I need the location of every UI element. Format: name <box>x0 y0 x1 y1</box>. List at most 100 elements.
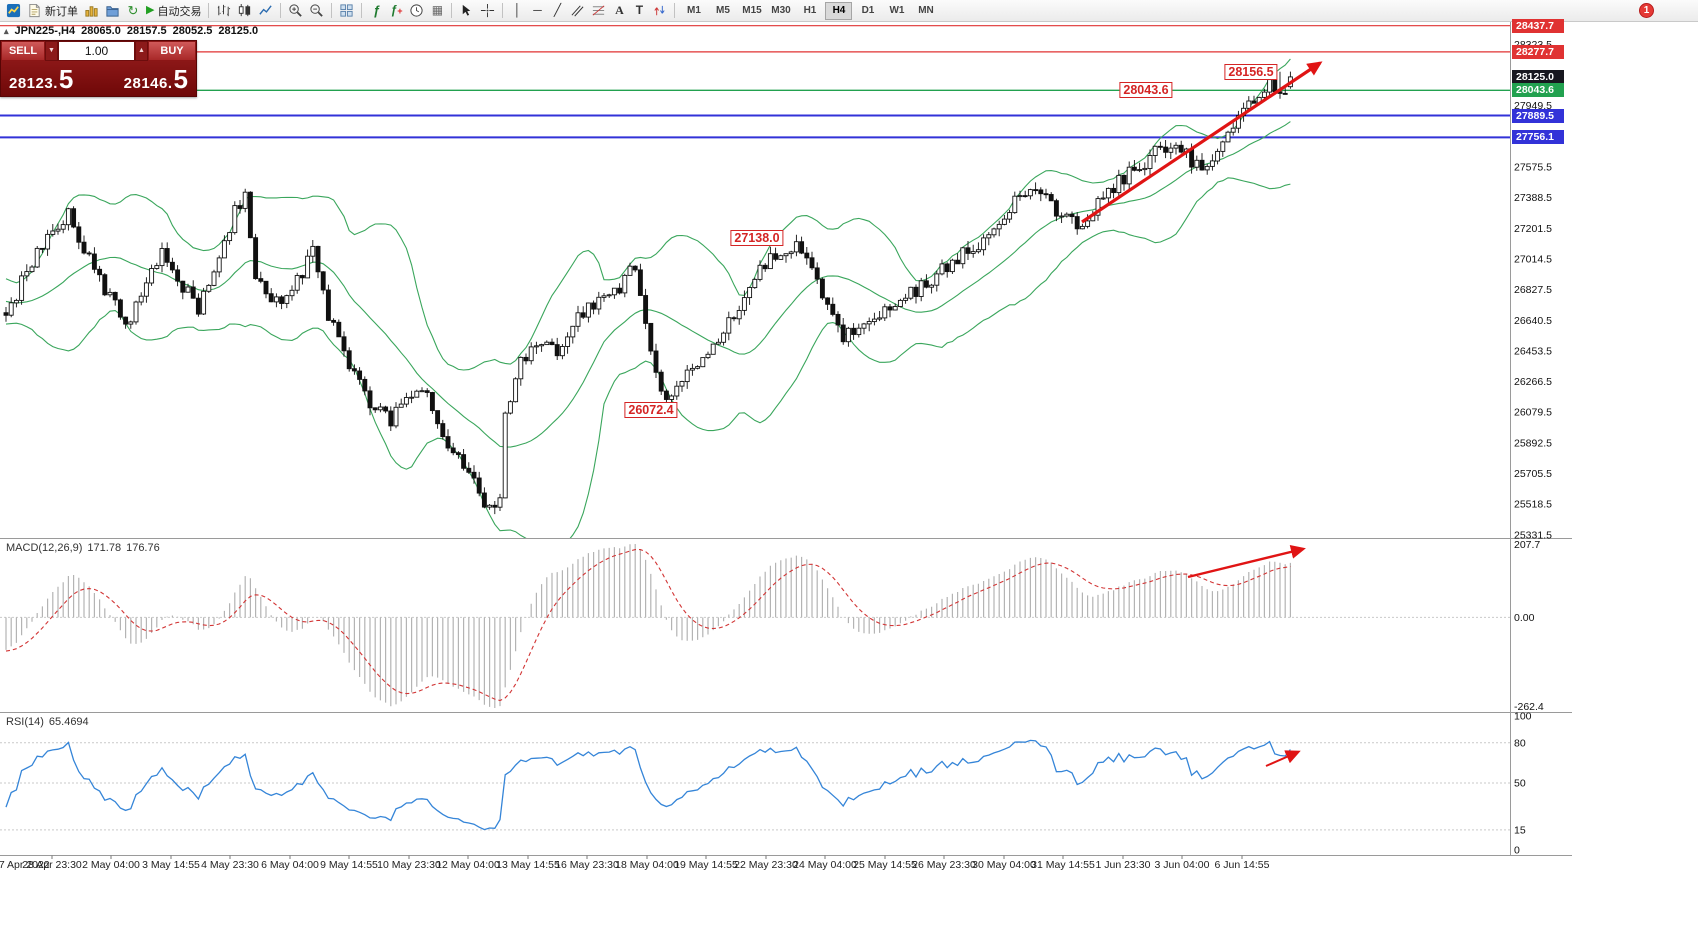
svg-text:27201.5: 27201.5 <box>1514 223 1552 235</box>
svg-text:-262.4: -262.4 <box>1514 701 1544 713</box>
profiles-button[interactable] <box>102 1 123 21</box>
macd-value-main: 171.78 <box>87 542 122 554</box>
svg-text:100: 100 <box>1514 711 1532 723</box>
time-axis[interactable] <box>0 856 1510 876</box>
price-callout[interactable]: 26072.4 <box>624 402 678 418</box>
timeframe-m5[interactable]: M5 <box>716 4 730 16</box>
ohlc-low: 28052.5 <box>172 25 213 37</box>
zoom-in-icon <box>289 4 303 17</box>
new-chart-icon <box>85 6 98 17</box>
svg-text:6 May 04:00: 6 May 04:00 <box>261 859 319 871</box>
label-button[interactable]: T <box>629 1 649 21</box>
add-indicator-button[interactable]: ƒ+ <box>386 1 406 21</box>
new-chart-button[interactable] <box>81 1 102 21</box>
svg-text:26079.5: 26079.5 <box>1514 407 1552 419</box>
channel-button[interactable] <box>567 1 588 21</box>
line-chart-button[interactable] <box>255 1 276 21</box>
one-click-trading-panel: SELL ▼ ▲ BUY 28123. 5 28146. 5 <box>0 40 197 97</box>
timeframe-m15[interactable]: M15 <box>742 4 762 16</box>
svg-text:30 May 04:00: 30 May 04:00 <box>972 859 1036 871</box>
notification-badge[interactable]: 1 <box>1639 3 1654 18</box>
price-callout[interactable]: 28043.6 <box>1119 82 1173 98</box>
vertical-line-button[interactable]: │ <box>507 1 527 21</box>
timeframe-w1[interactable]: W1 <box>889 4 905 16</box>
arrows-button[interactable] <box>649 1 670 21</box>
svg-text:25518.5: 25518.5 <box>1514 499 1552 511</box>
ohlc-open: 28065.0 <box>81 25 121 37</box>
new-order-icon <box>29 3 40 18</box>
svg-text:16 May 23:30: 16 May 23:30 <box>555 859 619 871</box>
fibonacci-button[interactable] <box>588 1 609 21</box>
zoom-out-button[interactable] <box>306 1 327 21</box>
svg-text:0.00: 0.00 <box>1514 612 1535 624</box>
cursor-button[interactable] <box>456 1 477 21</box>
toolbar: 新订单 ↻ ▶ 自动交易 ƒ ƒ+ ▦ │ ─ ╱ A T M1 M5 M15 M30 H1 H4 D1 W1 MN <box>0 0 1698 22</box>
timeframe-mn[interactable]: MN <box>918 4 934 16</box>
timeframe-h1[interactable]: H1 <box>803 4 817 16</box>
vertical-line-icon: │ <box>513 3 522 17</box>
price-axis-marker: 28437.7 <box>1512 18 1564 33</box>
add-indicator-icon: ƒ+ <box>390 2 403 17</box>
volume-input[interactable] <box>58 41 135 61</box>
collapse-icon[interactable]: ▴ <box>4 25 9 36</box>
rsi-label: RSI(14) 65.4694 <box>6 716 94 728</box>
svg-text:25892.5: 25892.5 <box>1514 437 1552 449</box>
buy-price-button[interactable]: 28146. 5 <box>124 64 188 94</box>
profiles-icon <box>106 6 119 17</box>
price-callout[interactable]: 28156.5 <box>1224 64 1278 80</box>
svg-text:1 Jun 23:30: 1 Jun 23:30 <box>1096 859 1151 871</box>
trendline-button[interactable]: ╱ <box>547 1 567 21</box>
zoom-in-button[interactable] <box>285 1 306 21</box>
rsi-value: 65.4694 <box>48 716 89 728</box>
svg-text:28 Apr 23:30: 28 Apr 23:30 <box>22 859 82 871</box>
volume-decrease-button[interactable]: ▼ <box>45 41 58 61</box>
toolbar-separator <box>208 3 210 18</box>
svg-text:26827.5: 26827.5 <box>1514 284 1552 296</box>
timeframe-d1[interactable]: D1 <box>861 4 875 16</box>
svg-text:26266.5: 26266.5 <box>1514 376 1552 388</box>
buy-button[interactable]: BUY <box>148 41 196 61</box>
svg-text:10 May 23:30: 10 May 23:30 <box>377 859 441 871</box>
timeframe-m30[interactable]: M30 <box>771 4 791 16</box>
svg-text:26453.5: 26453.5 <box>1514 345 1552 357</box>
svg-text:4 May 23:30: 4 May 23:30 <box>201 859 259 871</box>
svg-text:26 May 23:30: 26 May 23:30 <box>912 859 976 871</box>
indicators-button[interactable]: ƒ <box>366 1 386 21</box>
macd-name: MACD(12,26,9) <box>6 542 83 554</box>
volume-increase-button[interactable]: ▲ <box>135 41 148 61</box>
tile-windows-button[interactable] <box>336 1 357 21</box>
price-callout[interactable]: 27138.0 <box>730 230 784 246</box>
candlestick-chart-icon <box>239 3 251 17</box>
price-axis[interactable] <box>1510 22 1572 856</box>
timeframe-h4[interactable]: H4 <box>825 1 853 20</box>
autotrading-button[interactable]: ▶ 自动交易 <box>143 1 204 21</box>
periods-button[interactable] <box>406 1 427 21</box>
tile-windows-icon <box>340 4 354 17</box>
horizontal-line-icon: ─ <box>533 3 542 17</box>
sell-button[interactable]: SELL <box>1 41 45 61</box>
price-axis-marker: 28043.6 <box>1512 83 1564 98</box>
buy-price-pip: 5 <box>173 64 188 94</box>
svg-text:207.7: 207.7 <box>1514 539 1540 551</box>
trade-panel-prices: 28123. 5 28146. 5 <box>1 61 196 96</box>
indicators-icon: ƒ <box>372 3 381 18</box>
sell-price-button[interactable]: 28123. 5 <box>9 66 73 92</box>
svg-text:3 May 14:55: 3 May 14:55 <box>142 859 200 871</box>
templates-button[interactable]: ▦ <box>427 1 447 21</box>
text-button[interactable]: A <box>609 1 629 21</box>
svg-text:50: 50 <box>1514 778 1526 790</box>
timeframe-m1[interactable]: M1 <box>687 4 701 16</box>
macd-histogram <box>5 544 1291 708</box>
crosshair-button[interactable] <box>477 1 498 21</box>
candlestick-chart-button[interactable] <box>234 1 255 21</box>
horizontal-line-button[interactable]: ─ <box>527 1 547 21</box>
bar-chart-button[interactable] <box>213 1 234 21</box>
new-order-button[interactable]: 新订单 <box>24 1 81 21</box>
svg-text:13 May 14:55: 13 May 14:55 <box>496 859 560 871</box>
price-axis-marker: 27756.1 <box>1512 130 1564 145</box>
price-axis-marker: 28125.0 <box>1512 69 1564 84</box>
svg-text:12 May 04:00: 12 May 04:00 <box>436 859 500 871</box>
refresh-button[interactable]: ↻ <box>123 1 143 21</box>
